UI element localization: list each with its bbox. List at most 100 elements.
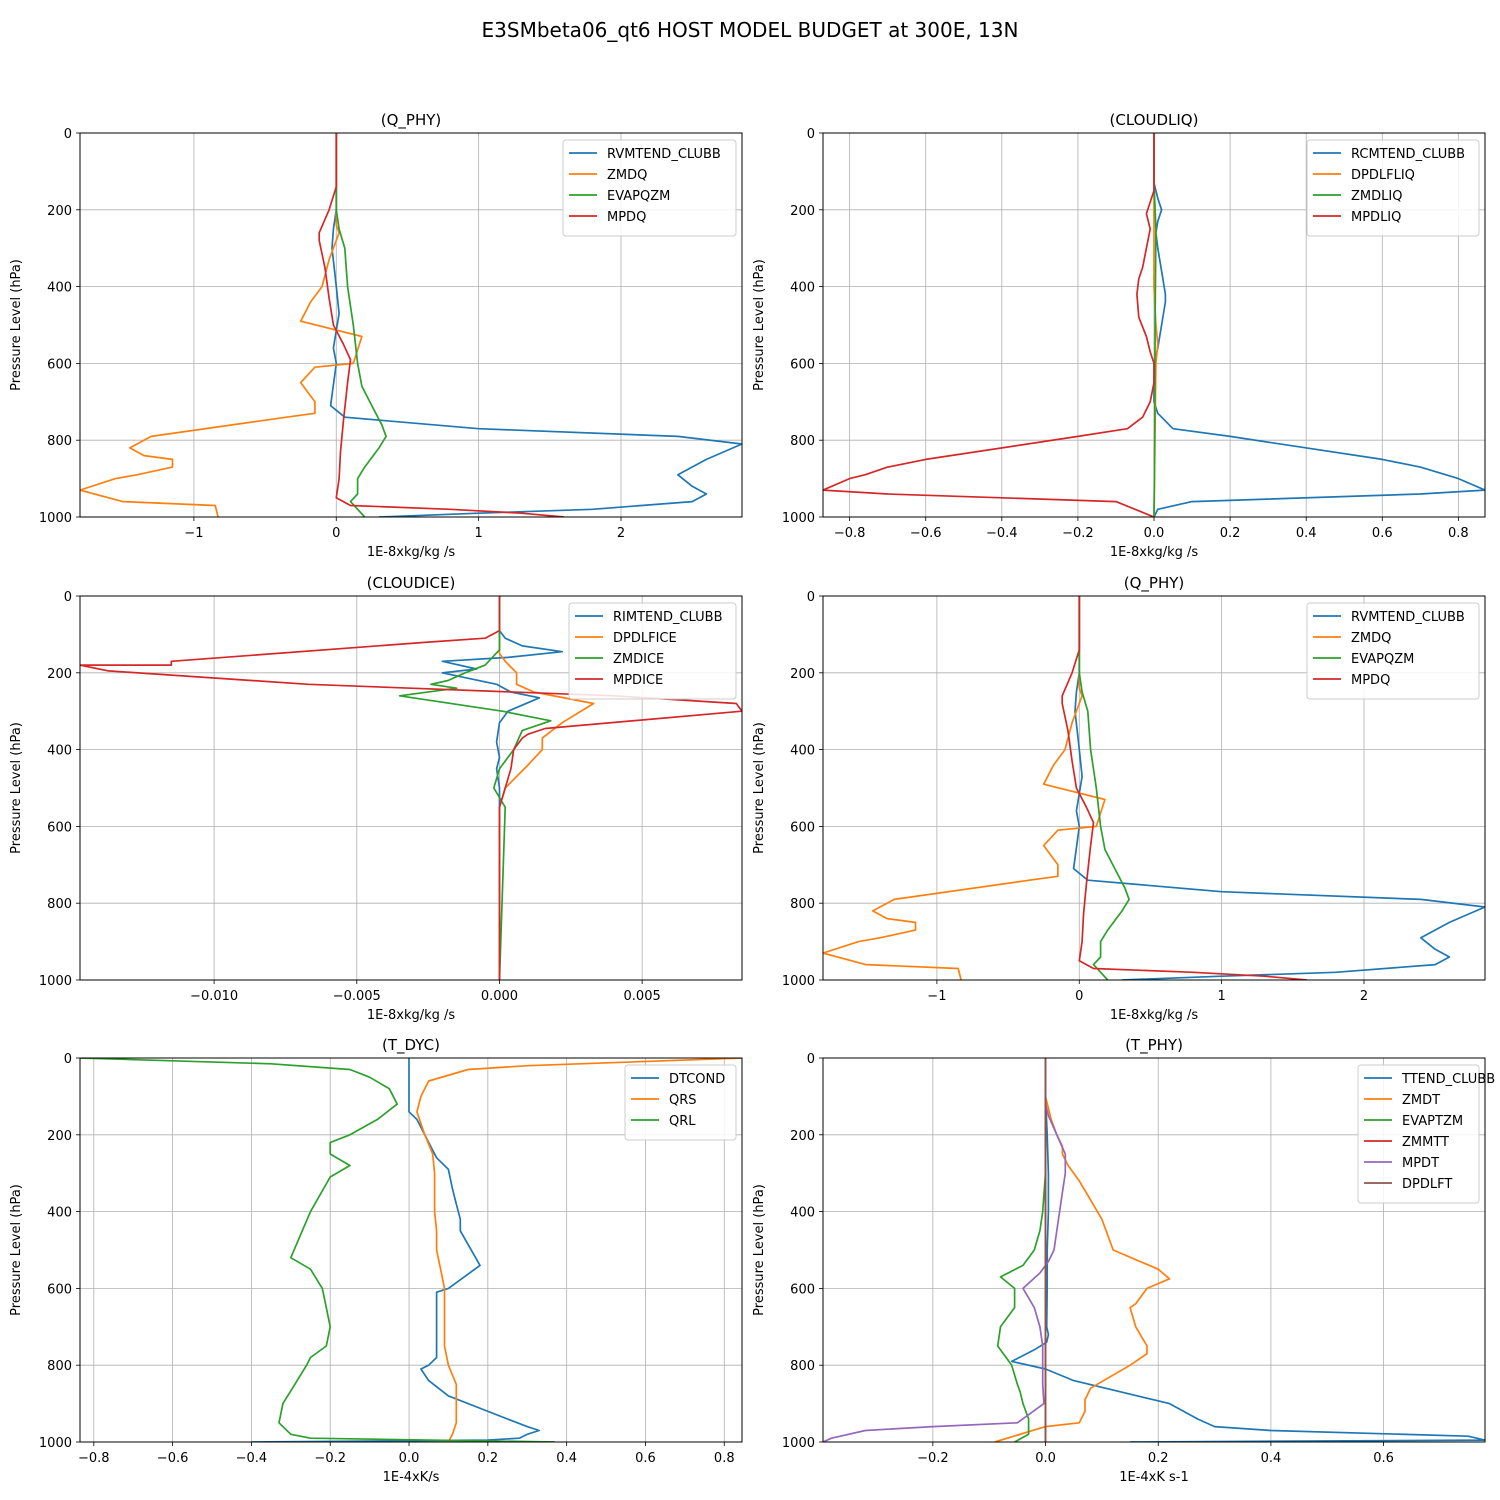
y-tick-label: 600	[47, 820, 72, 835]
y-tick-label: 1000	[782, 511, 815, 526]
x-tick-label: 0.0	[1035, 1451, 1056, 1466]
x-tick-label: 1	[1217, 989, 1225, 1004]
x-tick-label: 0.2	[477, 1451, 498, 1466]
series-line-zmdice	[398, 596, 552, 980]
y-tick-label: 600	[790, 1282, 815, 1297]
x-tick-label: −1	[927, 989, 946, 1004]
y-axis-label: Pressure Level (hPa)	[9, 722, 24, 854]
series-line-rimtend-clubb	[441, 596, 564, 980]
series-group	[80, 133, 742, 517]
y-tick-label: 800	[47, 897, 72, 912]
y-tick-label: 0	[807, 1052, 815, 1067]
panel-title: (T_PHY)	[1125, 1036, 1183, 1055]
series-line-mpdliq	[823, 133, 1155, 517]
series-line-qrs	[416, 1058, 742, 1442]
ticks	[76, 595, 643, 984]
axes-frame	[79, 1057, 743, 1443]
legend-label: QRL	[669, 1114, 696, 1129]
y-tick-label: 0	[807, 127, 815, 142]
x-axis-label: 1E-4xK s-1	[1119, 1470, 1189, 1485]
legend-box	[1306, 139, 1480, 237]
x-axis-label: 1E-8xkg/kg /s	[1110, 1008, 1199, 1023]
chart-panel-2: −0.8 −0.6 −0.4 −0.2 0.0 0.2 0.4 0.6 0.8 0 200 400 60…	[752, 111, 1486, 560]
x-tick-label: 0.2	[1148, 1451, 1169, 1466]
y-tick-label: 600	[790, 357, 815, 372]
x-tick-label: 0.2	[1220, 526, 1241, 541]
x-tick-label: 0.0	[399, 1451, 420, 1466]
y-tick-label: 400	[47, 281, 72, 296]
panel-title: (CLOUDICE)	[367, 574, 456, 592]
y-axis-label: Pressure Level (hPa)	[752, 1184, 767, 1316]
x-tick-label: 0.6	[635, 1451, 656, 1466]
series-line-qrl	[80, 1058, 555, 1442]
x-tick-label: 0.0	[1144, 526, 1165, 541]
legend-label: MPDT	[1402, 1156, 1439, 1171]
series-line-evaptzm	[996, 1058, 1047, 1442]
y-axis-label: Pressure Level (hPa)	[752, 722, 767, 854]
series-line-mpdq	[318, 133, 565, 517]
x-axis-label: 1E-8xkg/kg /s	[367, 545, 456, 560]
legend-label: EVAPTZM	[1402, 1114, 1463, 1129]
y-tick-label: 200	[47, 1129, 72, 1144]
legend-label: TTEND_CLUBB	[1401, 1072, 1495, 1087]
x-tick-label: −0.2	[1062, 526, 1094, 541]
legend-box	[1306, 602, 1480, 700]
y-tick-label: 0	[64, 1052, 72, 1067]
legend-label: QRS	[669, 1093, 697, 1108]
legend-label: ZMDICE	[613, 652, 664, 667]
x-tick-label: −0.6	[157, 1451, 189, 1466]
x-tick-label: 0	[332, 526, 340, 541]
y-tick-label: 200	[790, 1129, 815, 1144]
panel-title: (T_DYC)	[382, 1036, 440, 1055]
y-tick-label: 800	[47, 1359, 72, 1374]
ticks	[76, 132, 622, 521]
grid	[80, 1057, 742, 1443]
x-tick-label: −0.010	[190, 989, 238, 1004]
legend-label: RIMTEND_CLUBB	[613, 610, 723, 625]
legend-label: RCMTEND_CLUBB	[1351, 147, 1465, 162]
y-tick-label: 400	[47, 1206, 72, 1221]
legend-label: ZMDQ	[1351, 631, 1391, 646]
x-tick-label: −0.8	[78, 1451, 110, 1466]
y-tick-label: 200	[790, 667, 815, 682]
legend-label: DPDLFLIQ	[1351, 168, 1415, 183]
series-group	[80, 596, 742, 980]
y-tick-label: 200	[790, 204, 815, 219]
x-tick-label: 0	[1075, 989, 1083, 1004]
y-tick-label: 0	[64, 590, 72, 605]
series-group	[823, 133, 1485, 517]
y-tick-label: 400	[790, 281, 815, 296]
y-tick-label: 1000	[39, 974, 72, 989]
axes-frame	[822, 1057, 1486, 1443]
legend: RIMTEND_CLUBB DPDLFICE ZMDICE MPDICE	[568, 602, 737, 700]
y-tick-label: 200	[47, 204, 72, 219]
series-line-mpdt	[823, 1058, 1067, 1442]
legend-box	[568, 602, 737, 700]
panel-title: (CLOUDLIQ)	[1110, 111, 1199, 129]
ticks	[819, 595, 1365, 984]
y-tick-label: 800	[790, 434, 815, 449]
x-tick-label: 0.8	[1448, 526, 1469, 541]
chart-panel-6: −0.2 0.0 0.2 0.4 0.6 0 200 400 600 800 1000 (T_PHY)…	[752, 1036, 1495, 1485]
legend-label: ZMMTT	[1402, 1135, 1449, 1150]
y-tick-label: 1000	[782, 1436, 815, 1451]
series-line-rvmtend-clubb	[329, 133, 742, 517]
y-tick-label: 800	[790, 1359, 815, 1374]
axes-frame	[822, 595, 1486, 981]
legend-label: RVMTEND_CLUBB	[607, 147, 721, 162]
y-tick-label: 600	[47, 357, 72, 372]
legend-box	[624, 1064, 737, 1141]
legend-label: ZMDQ	[607, 168, 647, 183]
x-tick-label: −0.8	[834, 526, 866, 541]
y-tick-label: 800	[790, 897, 815, 912]
series-group	[823, 1058, 1485, 1442]
ticks	[819, 1057, 1384, 1446]
x-tick-label: 0.8	[714, 1451, 735, 1466]
ticks	[819, 132, 1459, 521]
x-tick-label: 0.6	[1372, 526, 1393, 541]
y-tick-label: 200	[47, 667, 72, 682]
y-tick-label: 600	[47, 1282, 72, 1297]
ticks	[76, 1057, 725, 1446]
